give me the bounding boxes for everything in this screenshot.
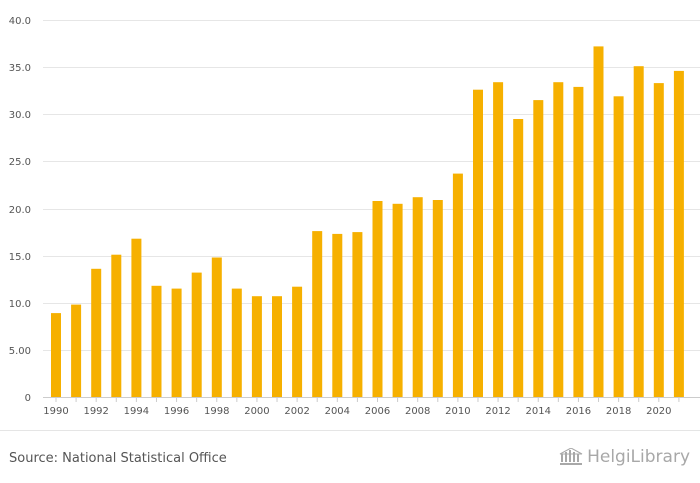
x-tick-label: 1996 — [164, 406, 189, 417]
bar-1998[interactable] — [211, 257, 222, 398]
bar-2001[interactable] — [272, 296, 282, 397]
bar-1999[interactable] — [231, 288, 242, 397]
bar-1996[interactable] — [171, 288, 182, 397]
bar-2019[interactable] — [633, 66, 644, 397]
x-tick-label: 2020 — [646, 406, 671, 417]
x-tick-label: 2004 — [325, 406, 350, 417]
bars — [51, 46, 684, 398]
y-axis-ticks: 0 5.00 10.0 15.0 20.0 25.0 30.0 35.0 40.0 — [9, 16, 31, 404]
bar-2008[interactable] — [412, 197, 423, 397]
y-tick-label: 40.0 — [9, 16, 31, 27]
bar-2012[interactable] — [493, 82, 504, 397]
bar-2002[interactable] — [292, 286, 303, 397]
chart-area: 0 5.00 10.0 15.0 20.0 25.0 30.0 35.0 40.0 1990 19… — [9, 16, 700, 417]
x-tick-label: 2000 — [244, 406, 269, 417]
x-axis-ticks: 1990 1992 1994 1996 1998 2000 2002 2004 2006 2008… — [43, 397, 680, 417]
source-note: Source: National Statistical Office — [9, 451, 227, 466]
bar-2006[interactable] — [372, 201, 383, 397]
bar-2007[interactable] — [392, 203, 403, 397]
x-tick-label: 2014 — [526, 406, 551, 417]
chart-footer: Source: National Statistical Office Helg… — [0, 430, 700, 483]
bar-1997[interactable] — [191, 272, 202, 397]
x-tick-label: 2008 — [405, 406, 430, 417]
bar-2013[interactable] — [513, 119, 524, 397]
bar-2005[interactable] — [352, 232, 363, 397]
bar-2015[interactable] — [553, 82, 564, 397]
x-tick-label: 1990 — [43, 406, 68, 417]
bar-2009[interactable] — [432, 200, 443, 397]
x-tick-label: 2002 — [284, 406, 309, 417]
bar-1991[interactable] — [71, 304, 82, 397]
bar-2018[interactable] — [613, 96, 624, 398]
y-tick-label: 25.0 — [9, 157, 31, 168]
bar-2021[interactable] — [673, 70, 684, 398]
x-tick-label: 1994 — [124, 406, 149, 417]
y-tick-label: 30.0 — [9, 110, 31, 121]
bar-2017[interactable] — [593, 46, 604, 398]
brand-logo-link[interactable]: HelgiLibrary — [559, 447, 690, 467]
x-tick-label: 1998 — [204, 406, 229, 417]
y-tick-label: 35.0 — [9, 63, 31, 74]
x-tick-label: 2016 — [566, 406, 591, 417]
x-tick-label: 1992 — [83, 406, 108, 417]
y-tick-label: 5.00 — [9, 346, 31, 357]
bar-2020[interactable] — [653, 83, 664, 397]
y-tick-label: 15.0 — [9, 252, 31, 263]
library-building-icon — [559, 448, 583, 466]
bar-2000[interactable] — [251, 296, 262, 397]
bar-1992[interactable] — [91, 268, 102, 397]
bar-1995[interactable] — [151, 285, 162, 397]
x-tick-label: 2018 — [606, 406, 631, 417]
x-tick-label: 2010 — [445, 406, 470, 417]
bar-2010[interactable] — [452, 173, 463, 397]
y-tick-label: 10.0 — [9, 299, 31, 310]
bar-2014[interactable] — [533, 100, 544, 397]
bar-2003[interactable] — [312, 231, 323, 397]
bar-1993[interactable] — [111, 254, 122, 397]
bar-1994[interactable] — [131, 238, 142, 397]
bar-2016[interactable] — [573, 86, 584, 398]
brand-name: HelgiLibrary — [587, 447, 690, 467]
y-tick-label: 0 — [25, 393, 31, 404]
x-tick-label: 2012 — [485, 406, 510, 417]
x-tick-label: 2006 — [365, 406, 390, 417]
bar-2011[interactable] — [473, 89, 483, 397]
bar-2004[interactable] — [332, 233, 343, 397]
bar-1990[interactable] — [51, 313, 61, 397]
y-tick-label: 20.0 — [9, 205, 31, 216]
